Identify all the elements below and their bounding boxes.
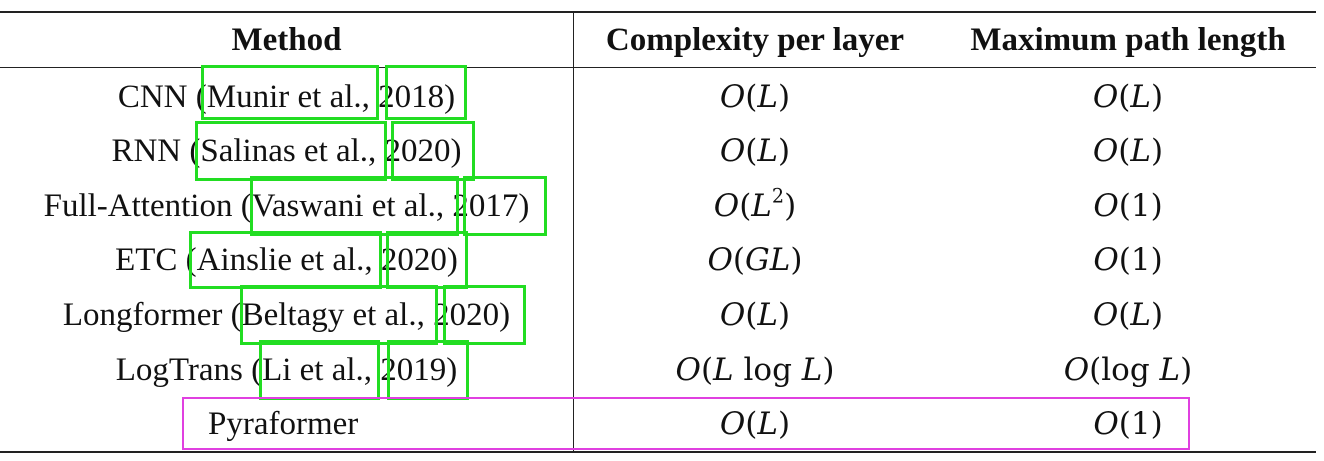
path-length-cell: O(L) — [1092, 79, 1164, 115]
complexity-cell: O(L) — [719, 133, 791, 169]
citation-year-box — [385, 65, 467, 120]
citation-author-box — [195, 121, 387, 181]
citation-year-box — [443, 285, 526, 345]
method-cell-pyraformer: Pyraformer — [208, 406, 359, 442]
citation-year-box — [463, 176, 547, 236]
header-method: Method — [231, 22, 342, 58]
path-length-cell: O(1) — [1093, 188, 1163, 224]
citation-author-box — [240, 285, 438, 345]
citation-year-box — [391, 121, 475, 181]
citation-author-box — [259, 340, 380, 400]
header-complexity: Complexity per layer — [605, 22, 905, 58]
complexity-cell: O(L) — [719, 79, 791, 115]
complexity-cell: O(L) — [719, 297, 791, 333]
citation-author-box — [201, 65, 379, 120]
column-separator — [573, 12, 574, 452]
complexity-cell: O(GL) — [707, 242, 803, 278]
citation-year-box — [387, 340, 469, 400]
path-length-cell: O(log L) — [1063, 352, 1193, 388]
path-length-cell: O(L) — [1092, 297, 1164, 333]
method-cell: RNN (Salinas et al., 2020) — [111, 133, 462, 169]
complexity-cell: O(L log L) — [675, 352, 835, 388]
citation-author-box — [189, 231, 382, 289]
path-length-cell: O(1) — [1093, 242, 1163, 278]
header-path-length: Maximum path length — [970, 22, 1286, 58]
bottom-rule — [0, 451, 1316, 453]
method-cell: Full-Attention (Vaswani et al., 2017) — [43, 188, 530, 224]
method-cell: ETC (Ainslie et al., 2020) — [115, 242, 458, 278]
complexity-cell: O(L) — [719, 406, 791, 442]
path-length-cell: O(L) — [1092, 133, 1164, 169]
method-cell: CNN (Munir et al., 2018) — [117, 79, 456, 115]
top-rule — [0, 11, 1316, 13]
path-length-cell: O(1) — [1093, 406, 1163, 442]
method-cell: LogTrans (Li et al., 2019) — [115, 352, 458, 388]
pyraformer-highlight-box — [182, 397, 1190, 450]
header-rule — [0, 67, 1316, 68]
complexity-cell: O(L2) — [713, 184, 797, 224]
citation-year-box — [386, 231, 468, 289]
citation-author-box — [250, 176, 459, 236]
